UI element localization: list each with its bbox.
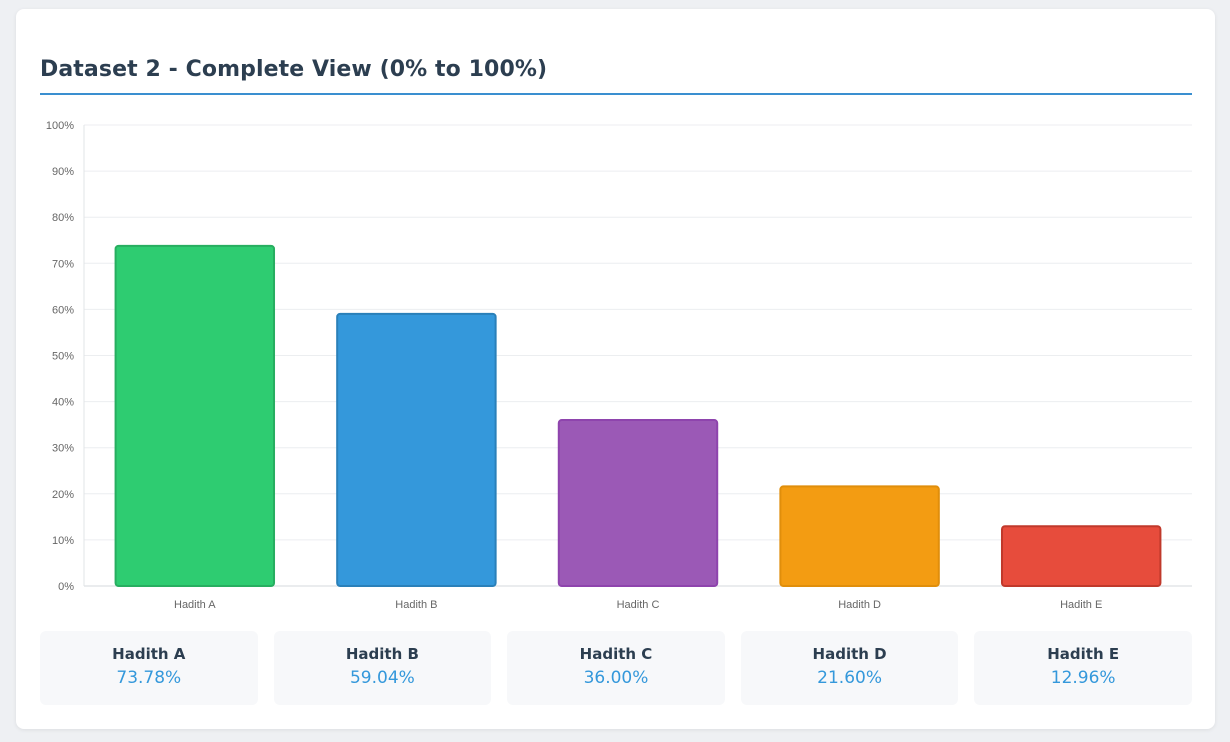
bar-hadith-d[interactable] [779,485,940,588]
x-axis-ticks: Hadith A Hadith B Hadith C Hadith D Hadith E [174,599,1102,611]
y-tick-label: 50% [52,351,74,363]
x-tick-label: Hadith A [174,599,216,611]
stat-card-hadith-b: Hadith B 59.04% [273,631,492,705]
y-tick-label: 80% [52,212,74,224]
stat-value: 21.60% [817,668,882,688]
stat-name: Hadith B [345,645,419,663]
stat-name: Hadith D [812,645,887,663]
stat-value: 12.96% [1050,668,1116,688]
y-tick-label: 40% [52,397,74,409]
chart-title: Dataset 2 - Complete View (0% to 100%) [40,57,548,82]
stat-value: 59.04% [349,668,415,688]
y-axis-ticks: 0% 10% 20% 30% 40% 50% 60% 70% 80% 90% 100% [46,120,74,593]
y-tick-label: 70% [52,258,74,270]
y-tick-label: 30% [52,443,74,455]
x-tick-label: Hadith B [395,599,437,611]
bar-hadith-b[interactable] [336,312,497,587]
x-tick-label: Hadith C [617,599,660,611]
x-tick-label: Hadith E [1060,599,1102,611]
y-tick-label: 20% [52,489,74,501]
y-tick-label: 100% [46,120,74,132]
stat-value: 36.00% [583,668,649,688]
stat-card-hadith-d: Hadith D 21.60% [740,631,959,705]
stat-name: Hadith C [579,645,653,663]
stat-name: Hadith E [1047,645,1120,663]
chart-card: Dataset 2 - Complete View (0% to 100%) 0… [16,9,1215,729]
y-tick-label: 90% [52,166,74,178]
title-underline [40,93,1192,95]
stat-name: Hadith A [112,645,186,663]
bar-hadith-c[interactable] [557,419,719,588]
stat-card-hadith-e: Hadith E 12.96% [974,631,1192,705]
bar-hadith-e[interactable] [1000,525,1162,587]
stat-card-hadith-a: Hadith A 73.78% [40,631,258,705]
y-tick-label: 10% [52,535,74,547]
bar-hadith-a[interactable] [114,244,276,587]
x-tick-label: Hadith D [838,599,881,611]
stats-row: Hadith A 73.78% Hadith B 59.04% Hadith C… [40,631,1192,705]
bar-chart: 0% 10% 20% 30% 40% 50% 60% 70% 80% 90% 100% Hadith… [46,120,1192,611]
stat-card-hadith-c: Hadith C 36.00% [507,631,725,705]
y-tick-label: 0% [58,581,74,593]
stat-value: 73.78% [116,668,182,688]
bars [114,244,1162,588]
y-tick-label: 60% [52,304,74,316]
